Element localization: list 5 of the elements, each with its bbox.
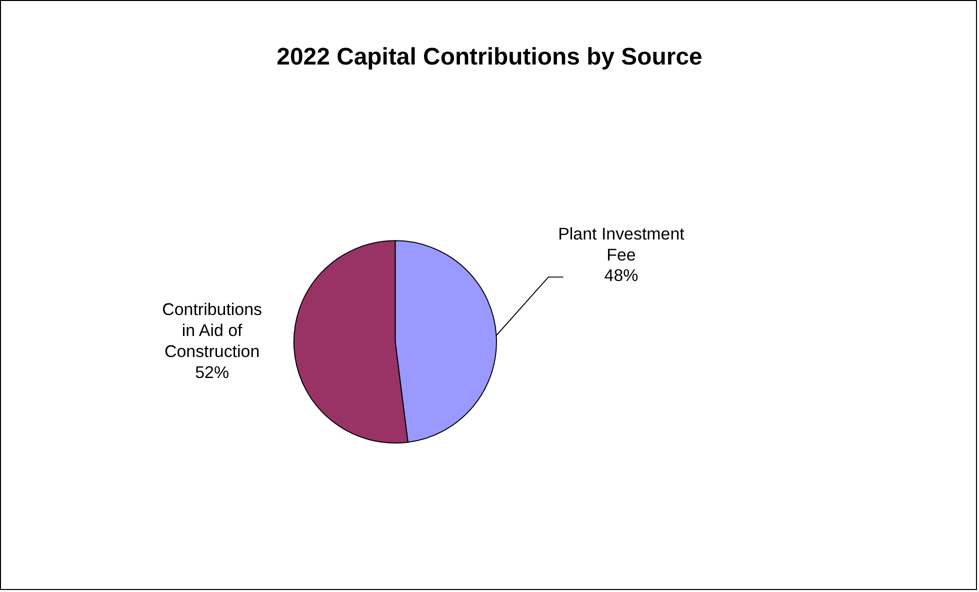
data-label: 52% — [195, 362, 230, 382]
slice-label: Contributions in Aid of Construction — [162, 300, 262, 361]
data-label: 48% — [604, 266, 638, 286]
chart-title: 2022 Capital Contributions by Source — [276, 43, 702, 70]
slice-label: Plant Investment Fee — [558, 224, 685, 264]
